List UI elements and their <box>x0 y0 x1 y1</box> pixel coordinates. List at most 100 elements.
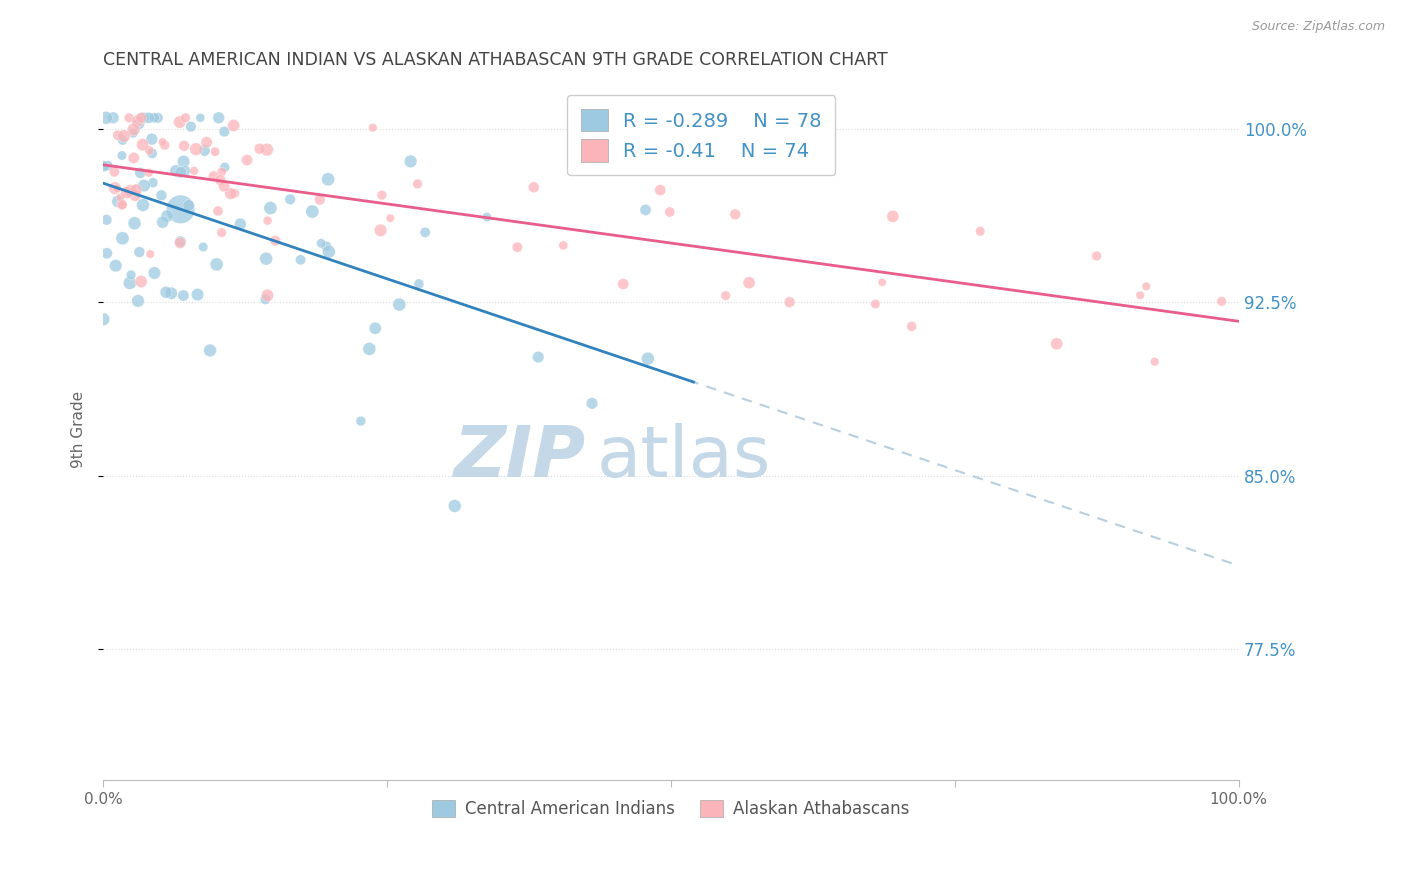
Point <box>125 183 148 197</box>
Point <box>779 295 801 310</box>
Point <box>350 414 373 428</box>
Point <box>120 268 142 282</box>
Point <box>1129 288 1152 302</box>
Text: Source: ZipAtlas.com: Source: ZipAtlas.com <box>1251 20 1385 33</box>
Point <box>141 132 163 146</box>
Point <box>152 215 174 229</box>
Point <box>105 181 128 195</box>
Point <box>156 209 179 223</box>
Y-axis label: 9th Grade: 9th Grade <box>72 391 86 468</box>
Point <box>224 186 246 201</box>
Point <box>165 163 187 178</box>
Point <box>1211 294 1233 309</box>
Point <box>110 190 132 204</box>
Point <box>173 138 195 153</box>
Point <box>219 186 242 201</box>
Point <box>290 252 312 267</box>
Point <box>612 277 634 291</box>
Point <box>124 188 146 202</box>
Point <box>169 202 191 217</box>
Point <box>229 217 252 231</box>
Point <box>969 224 991 238</box>
Point <box>129 166 152 180</box>
Text: CENTRAL AMERICAN INDIAN VS ALASKAN ATHABASCAN 9TH GRADE CORRELATION CHART: CENTRAL AMERICAN INDIAN VS ALASKAN ATHAB… <box>103 51 887 69</box>
Point <box>370 223 392 237</box>
Point <box>96 246 118 260</box>
Point <box>865 297 887 311</box>
Point <box>138 166 160 180</box>
Point <box>93 159 115 173</box>
Point <box>132 111 155 125</box>
Point <box>301 204 323 219</box>
Point <box>169 115 191 129</box>
Point <box>104 181 127 195</box>
Point <box>111 197 134 211</box>
Point <box>107 194 129 209</box>
Point <box>101 111 124 125</box>
Point <box>150 188 173 202</box>
Point <box>202 169 225 184</box>
Point <box>143 111 166 125</box>
Point <box>553 238 575 252</box>
Point <box>174 111 197 125</box>
Point <box>93 312 115 326</box>
Point <box>111 133 134 147</box>
Point <box>172 288 194 302</box>
Point <box>475 210 498 224</box>
Point <box>97 159 120 173</box>
Point <box>180 120 202 134</box>
Point <box>506 240 529 254</box>
Point <box>408 277 430 291</box>
Point <box>209 173 232 187</box>
Point <box>256 143 278 157</box>
Point <box>364 321 387 335</box>
Point <box>188 111 211 125</box>
Point <box>96 212 118 227</box>
Point <box>214 161 236 175</box>
Point <box>186 287 208 301</box>
Point <box>94 111 117 125</box>
Point <box>169 235 191 250</box>
Point <box>122 122 145 136</box>
Point <box>361 120 384 135</box>
Point <box>256 288 278 302</box>
Point <box>124 216 146 230</box>
Legend: Central American Indians, Alaskan Athabascans: Central American Indians, Alaskan Athaba… <box>425 793 917 824</box>
Point <box>129 111 152 125</box>
Point <box>278 192 301 206</box>
Point <box>406 177 429 191</box>
Point <box>118 111 141 125</box>
Point <box>523 180 546 194</box>
Point <box>724 207 747 221</box>
Point <box>1085 249 1108 263</box>
Point <box>388 297 411 311</box>
Point <box>104 259 127 273</box>
Point <box>139 247 162 261</box>
Point <box>443 499 465 513</box>
Point <box>211 165 233 179</box>
Point <box>169 235 191 249</box>
Point <box>141 146 163 161</box>
Point <box>650 183 672 197</box>
Point <box>122 151 145 165</box>
Point <box>127 293 149 308</box>
Point <box>160 286 183 301</box>
Point <box>132 198 155 212</box>
Point <box>132 137 155 152</box>
Point <box>194 144 217 158</box>
Point <box>870 275 893 289</box>
Point <box>900 319 922 334</box>
Point <box>254 252 277 266</box>
Point <box>256 213 278 227</box>
Point <box>155 285 177 300</box>
Point <box>103 165 125 179</box>
Point <box>882 210 904 224</box>
Point <box>153 138 176 153</box>
Point <box>634 202 657 217</box>
Point <box>132 178 155 193</box>
Point <box>308 193 330 207</box>
Point <box>207 204 229 219</box>
Point <box>211 226 233 240</box>
Point <box>183 164 205 178</box>
Point <box>413 225 436 239</box>
